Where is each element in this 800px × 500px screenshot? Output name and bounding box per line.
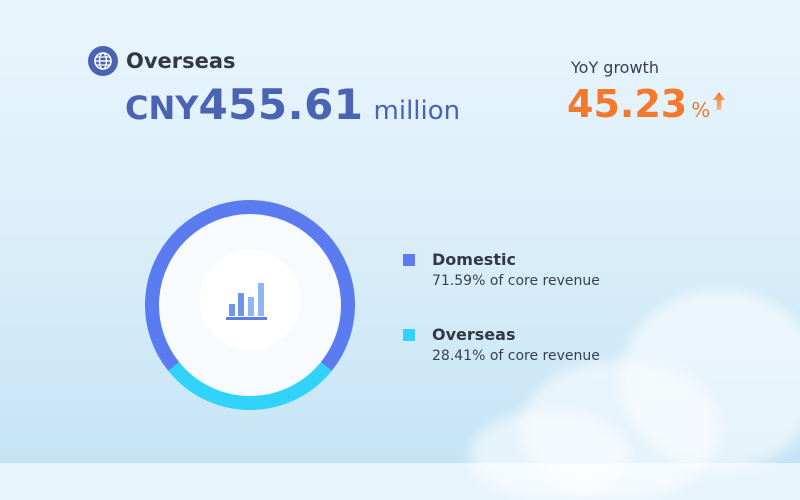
cloud-decoration: [620, 290, 800, 470]
donut-slice-domestic: [145, 200, 355, 371]
legend-item-overseas: Overseas 28.41% of core revenue: [403, 325, 600, 364]
revenue-amount: CNY455.61 million: [125, 80, 460, 129]
legend-swatch: [403, 328, 415, 341]
globe-icon: [88, 46, 118, 76]
yoy-unit: %: [691, 98, 711, 122]
region-header: Overseas: [88, 46, 236, 76]
donut-chart: [145, 200, 355, 410]
cloud-decoration: [470, 410, 630, 500]
yoy-value: 45.23: [567, 82, 688, 126]
legend-name: Domestic: [432, 250, 516, 269]
region-title: Overseas: [126, 49, 236, 73]
yoy-label: YoY growth: [571, 58, 659, 77]
revenue-unit: million: [373, 96, 461, 126]
arrow-up-icon: [712, 91, 726, 115]
donut-slice-overseas: [168, 362, 332, 410]
revenue-value: 455.61: [198, 80, 364, 129]
bar-chart-icon: [226, 283, 267, 320]
legend-item-domestic: Domestic 71.59% of core revenue: [403, 250, 600, 289]
legend-desc: 71.59% of core revenue: [432, 273, 600, 289]
legend-name: Overseas: [432, 325, 516, 344]
revenue-currency: CNY: [125, 89, 199, 127]
yoy-growth: 45.23%: [567, 82, 726, 126]
legend-desc: 28.41% of core revenue: [432, 348, 600, 364]
legend-swatch: [403, 253, 415, 266]
